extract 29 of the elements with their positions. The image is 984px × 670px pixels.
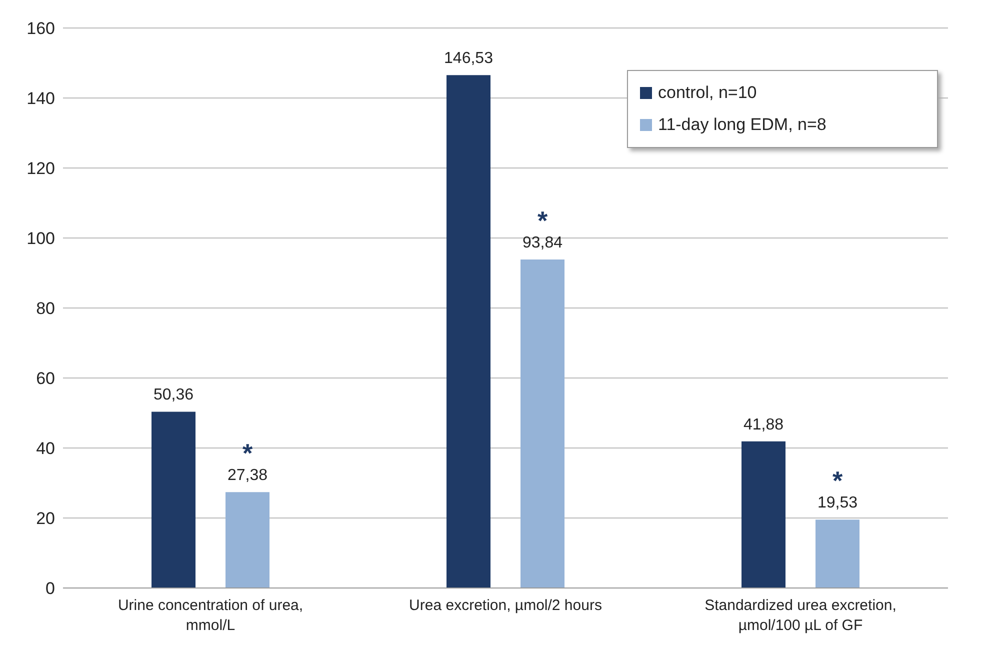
annotation: * (537, 206, 548, 236)
data-label: 146,53 (444, 50, 494, 68)
bar (742, 441, 786, 588)
y-tick-label: 80 (36, 299, 55, 318)
x-tick-label: Urine concentration of urea, mmol/L (118, 597, 304, 634)
y-tick-label: 120 (26, 159, 55, 178)
bar (152, 412, 196, 588)
y-tick-label: 140 (26, 89, 55, 108)
data-label: 50,36 (153, 386, 194, 404)
y-tick-label: 0 (46, 579, 55, 598)
y-tick-label: 40 (36, 439, 55, 458)
x-tick-label: Urea excretion, µmol/2 hours (409, 597, 602, 614)
annotation: * (242, 438, 254, 468)
x-tick-label: Standardized urea excretion, µmol/100 µL of GF (704, 597, 896, 634)
bar (446, 75, 490, 588)
legend-label: control, n=10 (658, 82, 757, 104)
y-tick-label: 100 (26, 229, 55, 248)
annotation: * (832, 466, 844, 496)
data-label: 27,38 (227, 467, 268, 484)
y-tick-label: 160 (26, 19, 55, 38)
y-tick-label: 20 (36, 509, 55, 528)
bar (816, 520, 860, 588)
data-label: 93,84 (522, 234, 563, 252)
bar (520, 260, 564, 588)
y-tick-label: 60 (36, 369, 55, 388)
legend-label: 11-day long EDM, n=8 (658, 114, 826, 136)
bar (226, 492, 270, 588)
data-label: 19,53 (817, 494, 858, 512)
data-label: 41,88 (743, 416, 784, 434)
